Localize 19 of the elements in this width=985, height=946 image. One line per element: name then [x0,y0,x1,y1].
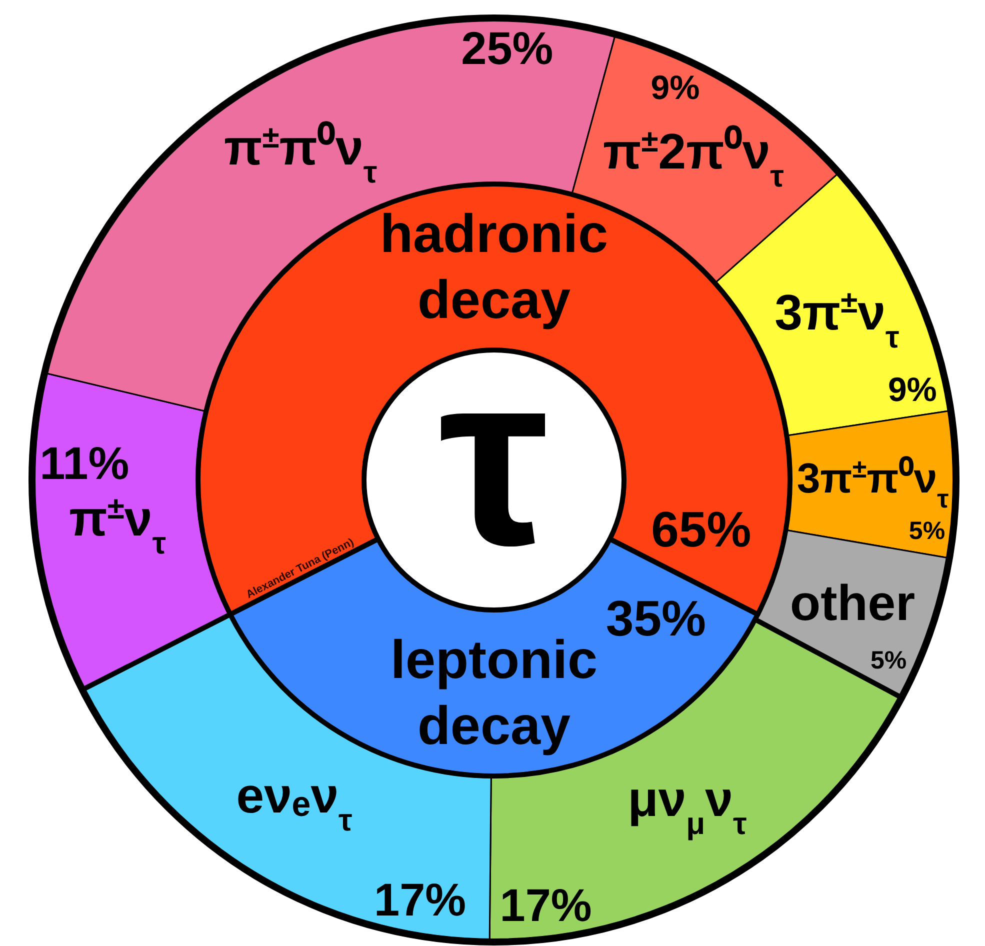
slice-label: π$^{±}$ν$_{τ}$ [69,490,166,560]
slice-label: 3π$^{±}$ν$_{τ}$ [774,284,900,354]
data-label: 35% [606,590,706,646]
data-label: 11% [40,436,130,489]
slice-label: π$^{±}$2π⁰ν$_{τ}$ [602,122,784,193]
data-label: 25% [461,22,554,74]
data-label: 5% [870,646,907,675]
data-label: 65% [651,502,752,558]
slice-label: 3π$^{±}$π⁰ν$_{τ}$ [796,454,950,514]
slice-label: π$^{±}$π⁰ν$_{τ}$ [224,119,378,190]
data-label: 9% [650,68,700,107]
data-label: 17% [500,878,592,931]
slice-label: eνₑν$_{τ}$ [236,767,353,837]
slice-label: other [790,574,916,631]
data-label: 5% [908,517,946,546]
data-label: 9% [888,371,937,410]
slice-label: μν$_{μ}$ν$_{τ}$ [628,771,747,841]
data-label: 17% [374,874,466,926]
slice-label: leptonic decay [390,630,598,756]
